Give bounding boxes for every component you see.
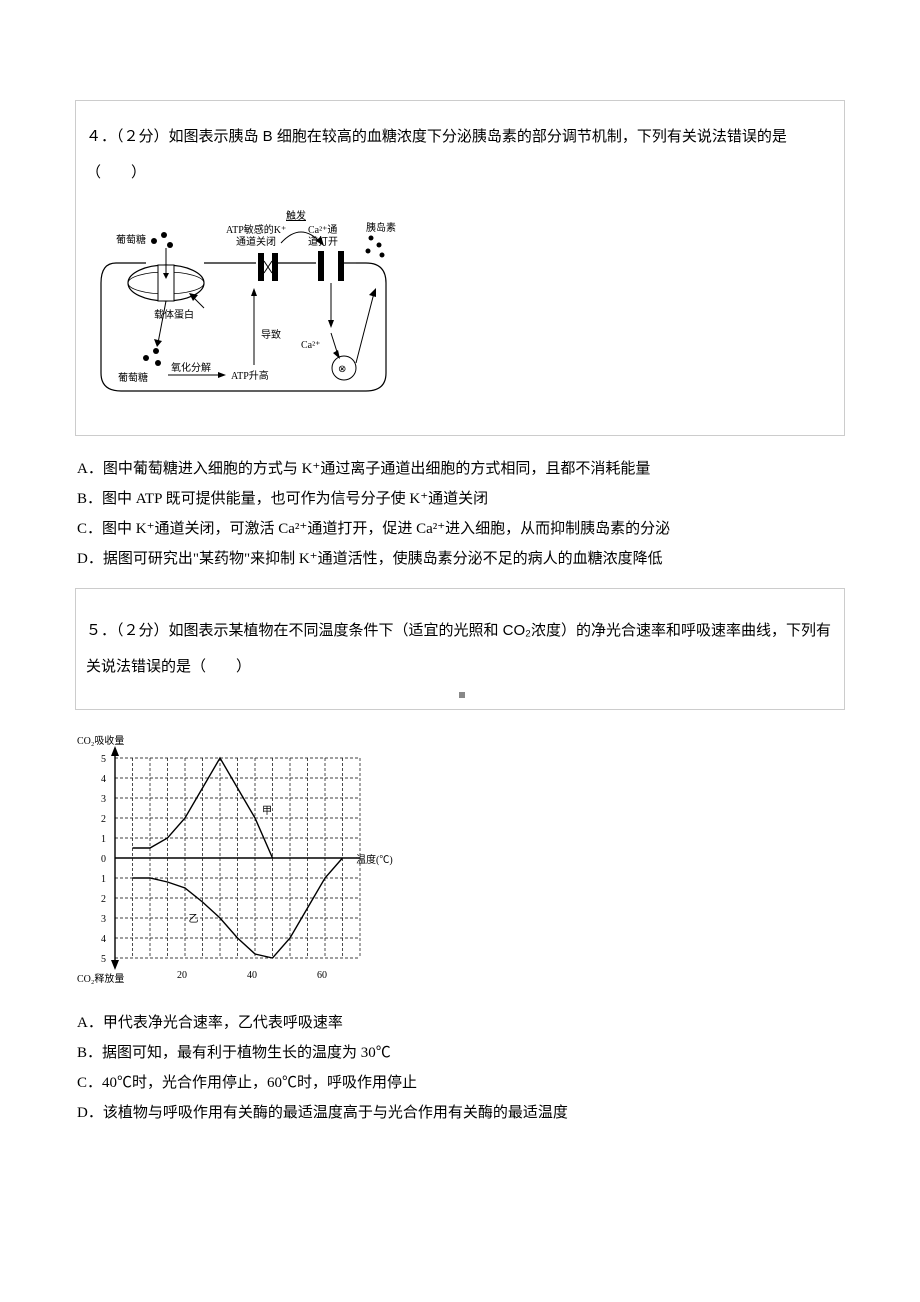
q5-ybot-label: CO₂释放量 bbox=[77, 972, 124, 985]
svg-text:1: 1 bbox=[101, 874, 106, 885]
svg-text:2: 2 bbox=[101, 894, 106, 905]
q5-ytop-label: CO₂吸收量 bbox=[77, 734, 124, 747]
label-glucose-in: 葡萄糖 bbox=[118, 371, 148, 384]
svg-text:⊗: ⊗ bbox=[338, 364, 346, 375]
q5-opt-a: A．甲代表净光合速率，乙代表呼吸速率 bbox=[77, 1008, 845, 1038]
q4-options: A．图中葡萄糖进入细胞的方式与 K⁺通过离子通道出细胞的方式相同，且都不消耗能量… bbox=[77, 454, 845, 574]
q5-opt-c: C．40℃时，光合作用停止，60℃时，呼吸作用停止 bbox=[77, 1068, 845, 1098]
label-ca-open-1: Ca²⁺通 bbox=[308, 224, 337, 236]
label-ca-ion: Ca²⁺ bbox=[301, 340, 320, 351]
svg-text:温度(℃): 温度(℃) bbox=[356, 853, 393, 866]
label-lead: 导致 bbox=[261, 328, 281, 341]
question-4-box: ４．（２分）如图表示胰岛 B 细胞在较高的血糖浓度下分泌胰岛素的部分调节机制，下… bbox=[75, 100, 845, 436]
svg-text:20: 20 bbox=[177, 970, 187, 981]
svg-text:2: 2 bbox=[101, 814, 106, 825]
q4-opt-a: A．图中葡萄糖进入细胞的方式与 K⁺通过离子通道出细胞的方式相同，且都不消耗能量 bbox=[77, 454, 845, 484]
svg-text:0: 0 bbox=[101, 854, 106, 865]
label-glucose-out: 葡萄糖 bbox=[116, 233, 146, 246]
q5-opt-d: D．该植物与呼吸作用有关酶的最适温度高于与光合作用有关酶的最适温度 bbox=[77, 1098, 845, 1128]
svg-text:4: 4 bbox=[101, 774, 106, 785]
q5-chart: CO₂吸收量 1 2 3 4 5 0 1 2 3 4 5 20 40 60 温度(℃) 甲乙 CO₂释放量 bbox=[75, 728, 845, 996]
svg-text:60: 60 bbox=[317, 970, 327, 981]
svg-text:5: 5 bbox=[101, 954, 106, 965]
q5-opt-b: B．据图可知，最有利于植物生长的温度为 30℃ bbox=[77, 1038, 845, 1068]
label-carrier: 载体蛋白 bbox=[154, 308, 194, 321]
page-marker-icon bbox=[459, 692, 465, 698]
svg-text:甲: 甲 bbox=[262, 806, 272, 817]
label-ca-open-2: 道打开 bbox=[308, 235, 338, 248]
q4-stem: ４．（２分）如图表示胰岛 B 细胞在较高的血糖浓度下分泌胰岛素的部分调节机制，下… bbox=[86, 119, 834, 191]
label-atp-rise: ATP升高 bbox=[231, 369, 269, 382]
q5-stem: ５．（２分）如图表示某植物在不同温度条件下（适宜的光照和 CO₂浓度）的净光合速… bbox=[86, 613, 834, 685]
q4-opt-b: B．图中 ATP 既可提供能量，也可作为信号分子使 K⁺通道关闭 bbox=[77, 484, 845, 514]
q4-opt-c: C．图中 K⁺通道关闭，可激活 Ca²⁺通道打开，促进 Ca²⁺进入细胞，从而抑… bbox=[77, 514, 845, 544]
label-insulin: 胰岛素 bbox=[366, 221, 396, 234]
q5-options: A．甲代表净光合速率，乙代表呼吸速率 B．据图可知，最有利于植物生长的温度为 3… bbox=[77, 1008, 845, 1128]
svg-text:5: 5 bbox=[101, 754, 106, 765]
label-k-close-2: 通道关闭 bbox=[236, 235, 276, 248]
svg-text:4: 4 bbox=[101, 934, 106, 945]
label-k-close-1: ATP敏感的K⁺ bbox=[226, 223, 286, 236]
svg-text:3: 3 bbox=[101, 914, 106, 925]
svg-text:40: 40 bbox=[247, 970, 257, 981]
svg-text:1: 1 bbox=[101, 834, 106, 845]
svg-text:3: 3 bbox=[101, 794, 106, 805]
label-trigger: 触发 bbox=[286, 209, 306, 222]
q4-diagram: 葡萄糖 载体蛋白 葡萄糖 氧化分解 ATP升高 导致 bbox=[86, 203, 834, 411]
svg-text:乙: 乙 bbox=[189, 913, 199, 925]
label-oxid: 氧化分解 bbox=[171, 361, 211, 374]
q4-opt-d: D．据图可研究出"某药物"来抑制 K⁺通道活性，使胰岛素分泌不足的病人的血糖浓度… bbox=[77, 544, 845, 574]
